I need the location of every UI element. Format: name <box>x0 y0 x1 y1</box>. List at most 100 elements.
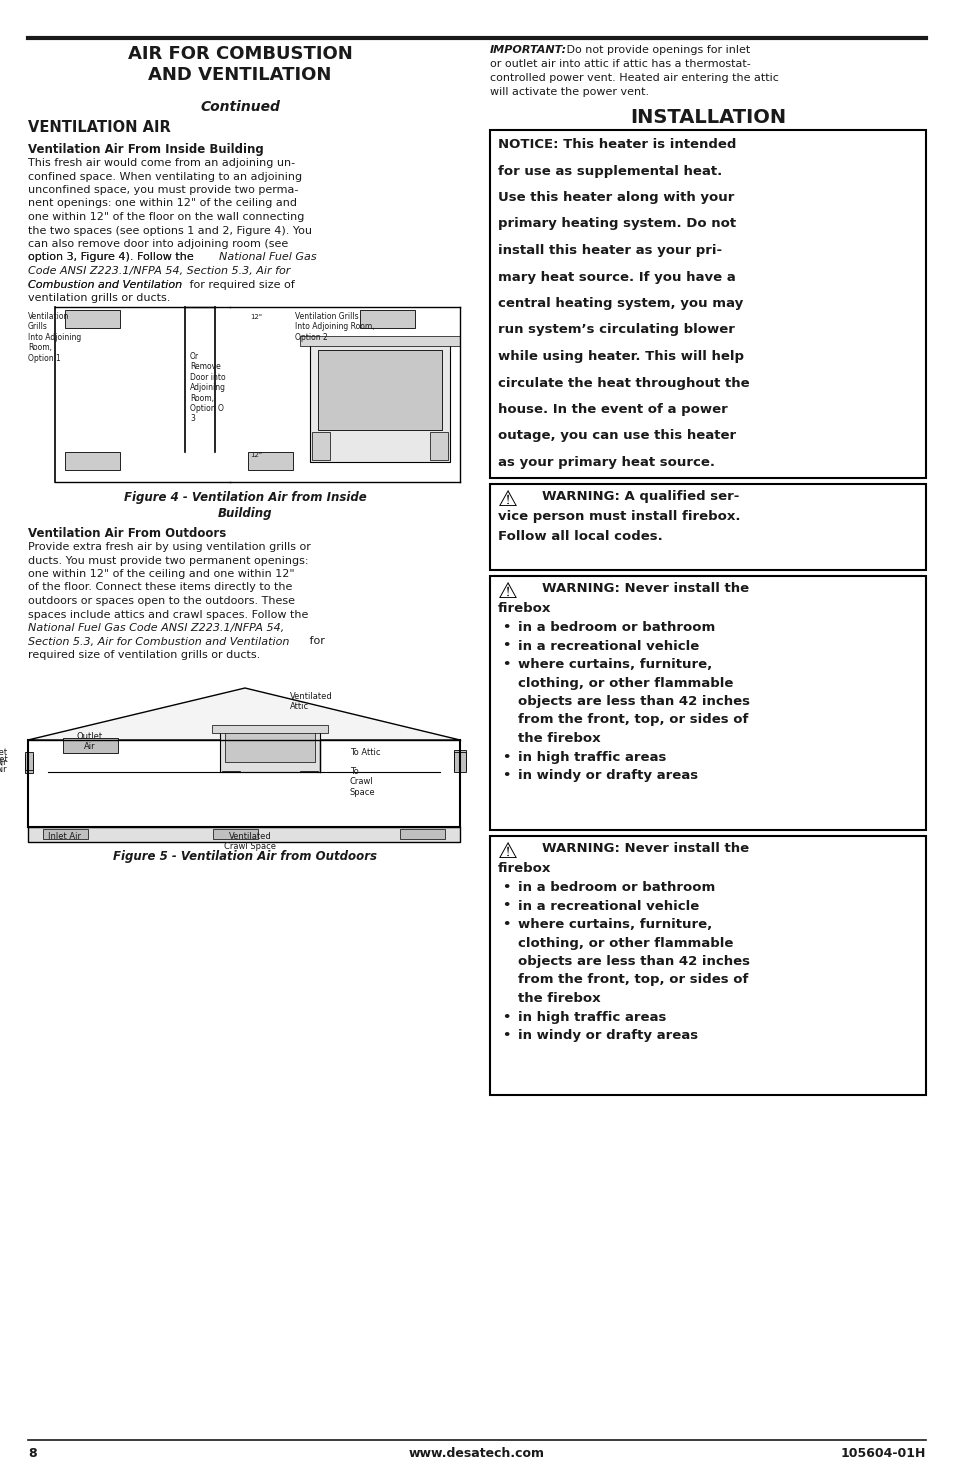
Text: 105604-01H: 105604-01H <box>840 1447 925 1460</box>
Text: for: for <box>306 637 325 646</box>
Text: outage, you can use this heater: outage, you can use this heater <box>497 429 736 442</box>
Text: NOTICE: This heater is intended: NOTICE: This heater is intended <box>497 139 736 150</box>
Text: mary heat source. If you have a: mary heat source. If you have a <box>497 270 735 283</box>
Text: for required size of: for required size of <box>186 279 294 289</box>
Text: •: • <box>501 621 510 634</box>
Text: objects are less than 42 inches: objects are less than 42 inches <box>517 954 749 968</box>
Text: of the floor. Connect these items directly to the: of the floor. Connect these items direct… <box>28 583 292 593</box>
Text: Ventilated
Attic: Ventilated Attic <box>290 692 333 711</box>
Text: National Fuel Gas Code ANSI Z223.1/NFPA 54,: National Fuel Gas Code ANSI Z223.1/NFPA … <box>28 622 284 633</box>
Text: AIR FOR COMBUSTION
AND VENTILATION: AIR FOR COMBUSTION AND VENTILATION <box>128 46 352 84</box>
Bar <box>28 827 459 842</box>
Bar <box>43 829 88 839</box>
Text: •: • <box>501 768 510 782</box>
Text: VENTILATION AIR: VENTILATION AIR <box>28 119 171 136</box>
Text: while using heater. This will help: while using heater. This will help <box>497 350 743 363</box>
Text: 12": 12" <box>250 314 262 320</box>
Bar <box>310 342 450 462</box>
Text: vice person must install firebox.: vice person must install firebox. <box>497 510 740 524</box>
Text: Section 5.3, Air for Combustion and Ventilation: Section 5.3, Air for Combustion and Vent… <box>28 637 289 646</box>
Text: ⚠: ⚠ <box>497 490 517 510</box>
Text: Code ANSI Z223.1/NFPA 54, Section 5.3, Air for: Code ANSI Z223.1/NFPA 54, Section 5.3, A… <box>28 266 290 276</box>
Text: •: • <box>501 658 510 671</box>
Bar <box>63 738 118 754</box>
Text: the two spaces (see options 1 and 2, Figure 4). You: the two spaces (see options 1 and 2, Fig… <box>28 226 312 236</box>
Text: WARNING: Never install the: WARNING: Never install the <box>541 842 748 855</box>
Bar <box>299 336 459 347</box>
Text: install this heater as your pri-: install this heater as your pri- <box>497 243 721 257</box>
Text: in windy or drafty areas: in windy or drafty areas <box>517 768 698 782</box>
Text: 12": 12" <box>250 451 262 459</box>
Text: To
Crawl
Space: To Crawl Space <box>350 767 375 796</box>
Text: outdoors or spaces open to the outdoors. These: outdoors or spaces open to the outdoors.… <box>28 596 294 606</box>
Text: Ventilation
Grills
Into Adjoining
Room,
Option 1: Ventilation Grills Into Adjoining Room, … <box>28 313 81 363</box>
Text: Ventilation Air From Outdoors: Ventilation Air From Outdoors <box>28 527 226 540</box>
Text: Do not provide openings for inlet: Do not provide openings for inlet <box>562 46 749 55</box>
Text: •: • <box>501 917 510 931</box>
Bar <box>490 577 925 830</box>
Text: in high traffic areas: in high traffic areas <box>517 1010 666 1024</box>
Polygon shape <box>28 687 459 740</box>
Text: in high traffic areas: in high traffic areas <box>517 751 666 764</box>
Bar <box>490 836 925 1094</box>
Text: option 3, Figure 4). Follow the: option 3, Figure 4). Follow the <box>28 252 197 263</box>
Text: Figure 5 - Ventilation Air from Outdoors: Figure 5 - Ventilation Air from Outdoors <box>112 850 376 863</box>
Text: clothing, or other flammable: clothing, or other flammable <box>517 677 733 689</box>
Text: option 3, Figure 4). Follow the: option 3, Figure 4). Follow the <box>28 252 197 263</box>
Text: •: • <box>501 881 510 894</box>
Text: objects are less than 42 inches: objects are less than 42 inches <box>517 695 749 708</box>
Text: 8: 8 <box>28 1447 36 1460</box>
Bar <box>213 829 257 839</box>
Text: Figure 4 - Ventilation Air from Inside
Building: Figure 4 - Ventilation Air from Inside B… <box>124 491 366 521</box>
Text: •: • <box>501 1010 510 1024</box>
Bar <box>65 310 120 327</box>
Text: Provide extra fresh air by using ventilation grills or: Provide extra fresh air by using ventila… <box>28 541 311 552</box>
Text: Inlet
Air: Inlet Air <box>0 755 8 774</box>
Text: circulate the heat throughout the: circulate the heat throughout the <box>497 376 749 389</box>
Text: where curtains, furniture,: where curtains, furniture, <box>517 658 712 671</box>
Bar <box>430 432 448 460</box>
Text: www.desatech.com: www.desatech.com <box>409 1447 544 1460</box>
Text: can also remove door into adjoining room (see: can also remove door into adjoining room… <box>28 239 288 249</box>
Text: Combustion and Ventilation: Combustion and Ventilation <box>28 279 182 289</box>
Text: •: • <box>501 900 510 913</box>
Text: IMPORTANT:: IMPORTANT: <box>490 46 566 55</box>
Text: the firebox: the firebox <box>517 993 600 1004</box>
Text: from the front, top, or sides of: from the front, top, or sides of <box>517 974 747 987</box>
Text: unconfined space, you must provide two perma-: unconfined space, you must provide two p… <box>28 184 298 195</box>
Text: clothing, or other flammable: clothing, or other flammable <box>517 937 733 950</box>
Bar <box>359 310 415 327</box>
Text: Outlet
Air: Outlet Air <box>77 732 103 751</box>
Text: confined space. When ventilating to an adjoining: confined space. When ventilating to an a… <box>28 171 302 181</box>
Text: •: • <box>501 751 510 764</box>
Bar <box>454 752 465 771</box>
Bar <box>212 726 328 733</box>
Bar <box>454 749 465 770</box>
Text: Or
Remove
Door into
Adjoining
Room,
Option O
3: Or Remove Door into Adjoining Room, Opti… <box>190 353 226 423</box>
Text: Use this heater along with your: Use this heater along with your <box>497 190 734 204</box>
Text: ⚠: ⚠ <box>497 583 517 602</box>
Text: central heating system, you may: central heating system, you may <box>497 296 742 310</box>
Text: WARNING: A qualified ser-: WARNING: A qualified ser- <box>541 490 739 503</box>
Text: in a recreational vehicle: in a recreational vehicle <box>517 640 699 652</box>
Text: controlled power vent. Heated air entering the attic: controlled power vent. Heated air enteri… <box>490 72 778 83</box>
Text: Follow all local codes.: Follow all local codes. <box>497 530 662 543</box>
Text: Combustion and Ventilation: Combustion and Ventilation <box>28 279 182 289</box>
Text: from the front, top, or sides of: from the front, top, or sides of <box>517 714 747 727</box>
Text: To Attic: To Attic <box>350 748 380 757</box>
Text: will activate the power vent.: will activate the power vent. <box>490 87 648 97</box>
Text: primary heating system. Do not: primary heating system. Do not <box>497 217 736 230</box>
Bar <box>25 752 33 770</box>
Text: spaces include attics and crawl spaces. Follow the: spaces include attics and crawl spaces. … <box>28 609 308 620</box>
Bar <box>225 732 314 763</box>
Text: one within 12" of the floor on the wall connecting: one within 12" of the floor on the wall … <box>28 212 304 223</box>
Bar <box>220 727 319 771</box>
Text: INSTALLATION: INSTALLATION <box>629 108 785 127</box>
Text: for use as supplemental heat.: for use as supplemental heat. <box>497 165 721 177</box>
Text: in windy or drafty areas: in windy or drafty areas <box>517 1030 698 1041</box>
Text: ventilation grills or ducts.: ventilation grills or ducts. <box>28 294 171 302</box>
Text: the firebox: the firebox <box>517 732 600 745</box>
Bar <box>399 829 444 839</box>
Bar <box>65 451 120 471</box>
Bar <box>317 350 441 431</box>
